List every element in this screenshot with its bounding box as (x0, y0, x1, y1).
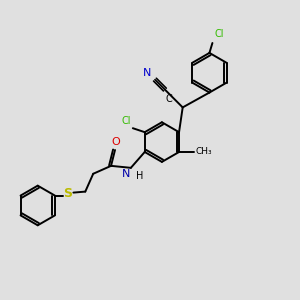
Text: H: H (136, 171, 143, 181)
Text: Cl: Cl (214, 29, 224, 39)
Text: O: O (112, 137, 120, 147)
Text: C: C (166, 94, 172, 103)
Text: N: N (122, 169, 130, 179)
Text: CH₃: CH₃ (196, 148, 212, 157)
Text: Cl: Cl (122, 116, 131, 126)
Text: N: N (142, 68, 151, 78)
Text: S: S (63, 187, 72, 200)
